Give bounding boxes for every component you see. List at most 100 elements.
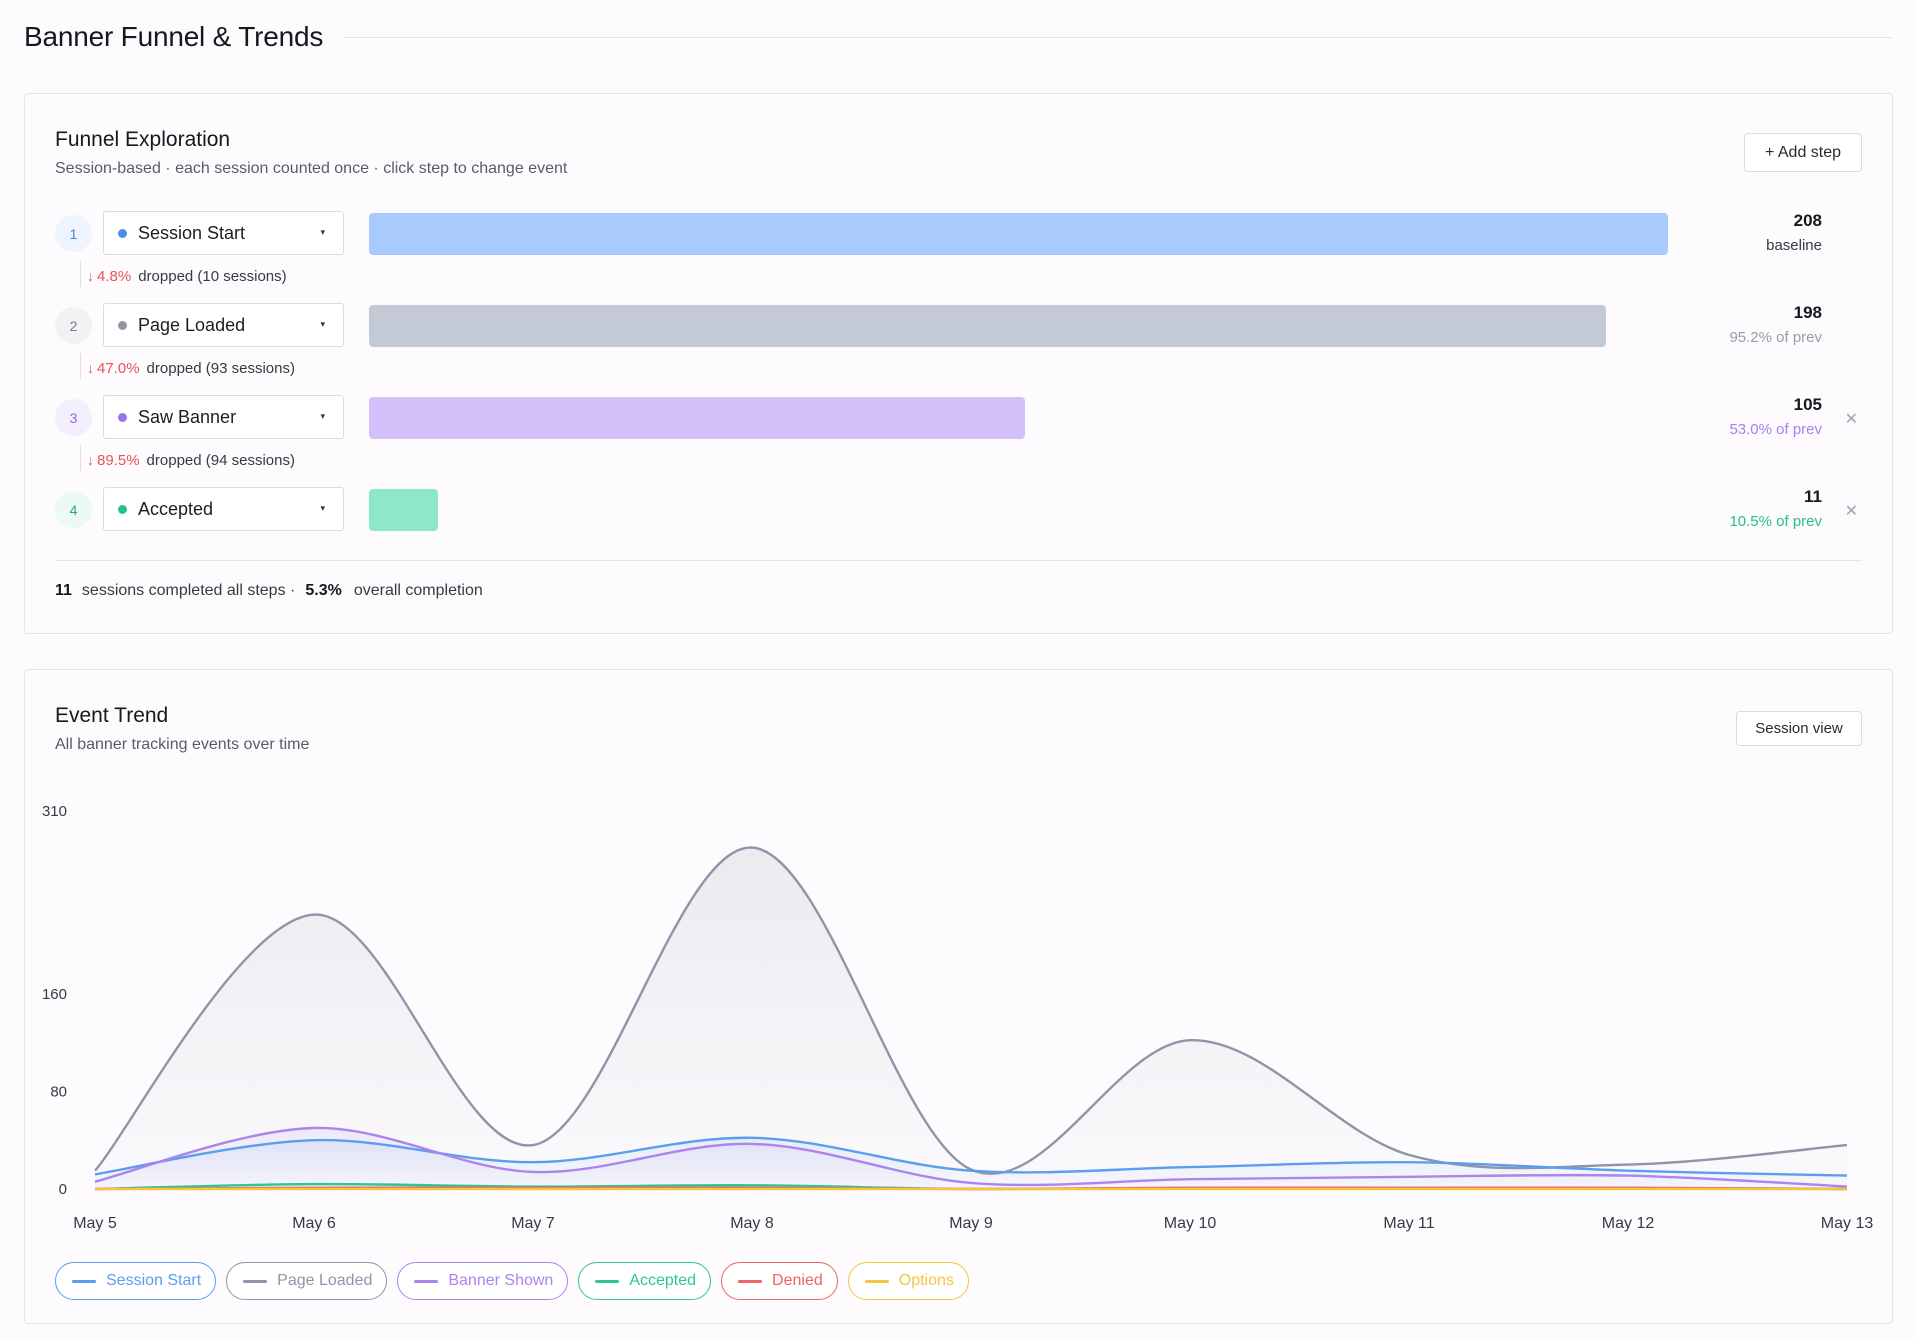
- legend-swatch: [414, 1279, 439, 1283]
- trend-card: Event Trend All banner tracking events o…: [24, 669, 1893, 1324]
- funnel-step: 3 Saw Banner ▾ 105 53.0% of prev ✕: [55, 395, 1862, 439]
- chart-legend: Session Start Page Loaded Banner Shown Acce…: [55, 1262, 969, 1300]
- step-bar[interactable]: [369, 397, 1025, 439]
- trend-subtitle: All banner tracking events over time: [55, 736, 310, 753]
- series-line-banner-shown: [94, 1126, 1848, 1188]
- drop-text: dropped (93 sessions): [146, 359, 295, 377]
- remove-step-icon[interactable]: ✕: [1844, 503, 1858, 520]
- step-event-label: Accepted: [138, 498, 214, 519]
- legend-label: Denied: [772, 1272, 823, 1289]
- step-color-dot: [118, 504, 127, 514]
- step-event-select[interactable]: Accepted ▾: [103, 487, 344, 531]
- legend-swatch: [72, 1279, 96, 1283]
- caret-down-icon: ▾: [320, 503, 325, 513]
- step-bar[interactable]: [369, 489, 438, 531]
- x-tick-label: May 8: [730, 1215, 774, 1232]
- funnel-step: 2 Page Loaded ▾ 198 95.2% of prev: [55, 303, 1862, 347]
- legend-label: Session Start: [106, 1272, 202, 1289]
- arrow-down-icon: ↓: [87, 360, 94, 376]
- completed-count: 11: [55, 582, 72, 599]
- step-rate: baseline: [1766, 237, 1822, 254]
- y-tick-label: 310: [42, 803, 67, 820]
- step-color-dot: [118, 412, 127, 422]
- legend-item-page-loaded[interactable]: Page Loaded: [226, 1262, 388, 1300]
- legend-label: Accepted: [629, 1272, 697, 1289]
- step-rate: 10.5% of prev: [1729, 513, 1822, 530]
- x-tick-label: May 9: [949, 1215, 993, 1232]
- step-number: 2: [55, 307, 92, 344]
- step-count: 11: [1804, 487, 1822, 506]
- drop-text: dropped (94 sessions): [146, 451, 295, 469]
- x-tick-label: May 13: [1821, 1215, 1874, 1232]
- drop-percent: 47.0%: [97, 359, 140, 377]
- series-line-page-loaded: [94, 846, 1848, 1175]
- legend-swatch: [738, 1279, 763, 1283]
- y-tick-label: 80: [50, 1083, 67, 1100]
- step-event-select[interactable]: Session Start ▾: [103, 211, 344, 255]
- page-header: Banner Funnel & Trends: [24, 18, 1892, 56]
- x-tick-label: May 6: [292, 1215, 336, 1232]
- x-tick-label: May 7: [511, 1215, 555, 1232]
- step-bar-track: [369, 213, 1668, 255]
- step-bar[interactable]: [369, 305, 1606, 347]
- step-event-label: Session Start: [138, 222, 246, 243]
- step-number: 4: [55, 491, 92, 528]
- x-tick-label: May 10: [1164, 1215, 1217, 1232]
- legend-item-options[interactable]: Options: [847, 1262, 969, 1300]
- step-event-select[interactable]: Page Loaded ▾: [103, 303, 344, 347]
- caret-down-icon: ▾: [320, 319, 325, 329]
- session-view-button[interactable]: Session view: [1736, 711, 1862, 746]
- overall-completion: 5.3%: [305, 582, 342, 599]
- step-count: 105: [1793, 395, 1822, 414]
- funnel-subtitle: Session-based · each session counted onc…: [55, 160, 568, 177]
- trend-chart: 0 80 160 310 May 5 May 6 May 7 May 8 May 9 May 10…: [42, 803, 1874, 1232]
- drop-off-row: ↓ 4.8% dropped (10 sessions): [80, 261, 287, 287]
- step-rate: 53.0% of prev: [1729, 421, 1822, 438]
- add-step-button[interactable]: + Add step: [1744, 133, 1862, 172]
- drop-text: dropped (10 sessions): [138, 267, 287, 285]
- drop-off-row: ↓ 47.0% dropped (93 sessions): [80, 353, 295, 379]
- completed-text: sessions completed all steps ·: [81, 582, 296, 599]
- legend-item-denied[interactable]: Denied: [721, 1262, 838, 1300]
- legend-swatch: [864, 1279, 889, 1283]
- arrow-down-icon: ↓: [87, 452, 94, 468]
- step-event-select[interactable]: Saw Banner ▾: [103, 395, 344, 439]
- step-number: 3: [55, 399, 92, 436]
- step-bar-track: [369, 305, 1668, 347]
- overall-text: overall completion: [353, 582, 483, 599]
- trend-title: Event Trend: [55, 704, 169, 727]
- step-event-label: Saw Banner: [138, 406, 237, 427]
- step-bar[interactable]: [369, 213, 1668, 255]
- drop-connector: [80, 353, 81, 379]
- step-color-dot: [118, 320, 127, 330]
- legend-item-accepted[interactable]: Accepted: [578, 1262, 712, 1300]
- drop-percent: 89.5%: [97, 451, 140, 469]
- x-tick-label: May 12: [1602, 1215, 1655, 1232]
- funnel-summary: 11 sessions completed all steps · 5.3% o…: [55, 582, 483, 600]
- legend-label: Options: [898, 1272, 954, 1289]
- funnel-step: 1 Session Start ▾ 208 baseline: [55, 211, 1862, 255]
- arrow-down-icon: ↓: [87, 268, 94, 284]
- x-tick-label: May 5: [73, 1215, 117, 1232]
- funnel-step: 4 Accepted ▾ 11 10.5% of prev ✕: [55, 487, 1862, 531]
- drop-off-row: ↓ 89.5% dropped (94 sessions): [80, 445, 295, 471]
- legend-item-session-start[interactable]: Session Start: [55, 1262, 217, 1300]
- y-tick-label: 160: [42, 986, 67, 1003]
- remove-step-icon[interactable]: ✕: [1844, 411, 1858, 428]
- funnel-card: Funnel Exploration Session-based · each …: [24, 93, 1893, 634]
- drop-connector: [80, 261, 81, 287]
- series-line-session-start: [94, 1136, 1848, 1177]
- legend-swatch: [243, 1279, 268, 1283]
- funnel-divider: [55, 560, 1862, 561]
- legend-item-banner-shown[interactable]: Banner Shown: [397, 1262, 569, 1300]
- legend-swatch: [595, 1279, 620, 1283]
- y-tick-label: 0: [59, 1181, 67, 1198]
- funnel-title: Funnel Exploration: [55, 128, 231, 151]
- x-tick-label: May 11: [1383, 1215, 1434, 1232]
- legend-label: Banner Shown: [448, 1272, 554, 1289]
- step-count: 198: [1793, 303, 1822, 322]
- step-count: 208: [1793, 211, 1822, 230]
- drop-percent: 4.8%: [97, 267, 132, 285]
- step-bar-track: [369, 397, 1668, 439]
- step-rate: 95.2% of prev: [1729, 329, 1822, 346]
